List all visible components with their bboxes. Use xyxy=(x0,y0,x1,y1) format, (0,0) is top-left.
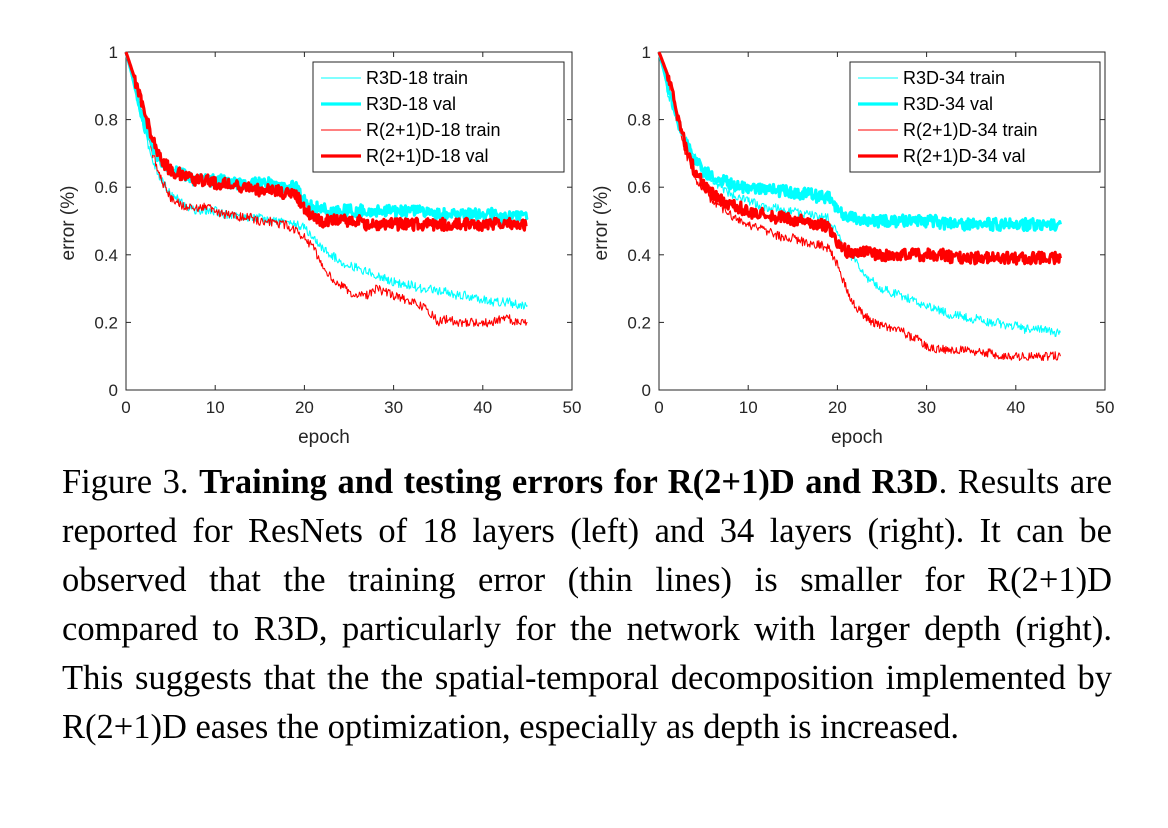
x-tick-label: 0 xyxy=(121,398,130,417)
x-tick-label: 20 xyxy=(295,398,314,417)
series-line-3 xyxy=(657,51,1062,266)
x-axis-label: epoch xyxy=(831,427,883,448)
caption-body: Results are reported for ResNets of 18 l… xyxy=(62,463,1113,746)
legend-entry-label: R3D-18 train xyxy=(366,68,468,88)
y-tick-label: 1 xyxy=(642,43,651,62)
x-tick-label: 0 xyxy=(654,398,663,417)
y-tick-label: 0.2 xyxy=(627,313,651,332)
series-line-0 xyxy=(658,51,1061,338)
y-tick-label: 0.4 xyxy=(94,246,118,265)
x-axis-label: epoch xyxy=(298,427,350,448)
caption-label: Figure 3. xyxy=(62,463,200,501)
plot-frame xyxy=(658,51,1106,391)
legend: R3D-34 train R3D-34 val R(2+1)D-34 train R(… xyxy=(849,61,1101,173)
x-tick-label: 50 xyxy=(563,398,582,417)
caption-period: . xyxy=(938,463,948,501)
x-tick-label: 30 xyxy=(917,398,936,417)
x-tick-label: 40 xyxy=(473,398,492,417)
legend-entry-label: R3D-34 train xyxy=(903,68,1005,88)
series-line-2 xyxy=(125,51,528,328)
y-tick-label: 0.8 xyxy=(627,111,651,130)
legend-box xyxy=(312,61,565,173)
y-tick-label: 0.2 xyxy=(94,313,118,332)
legend-entry-label: R(2+1)D-18 train xyxy=(366,120,501,140)
x-tick-label: 10 xyxy=(739,398,758,417)
y-tick-label: 0 xyxy=(642,381,651,400)
y-axis-label: error (%) xyxy=(591,186,612,261)
legend-entry-label: R(2+1)D-18 val xyxy=(366,146,489,166)
y-tick-label: 1 xyxy=(109,43,118,62)
legend: R3D-18 train R3D-18 val R(2+1)D-18 train R(… xyxy=(312,61,565,173)
chart-panel-1: 0 10 20 30 40 50 0 0.2 0.4 0.6 0.8 1 epoch error (%) R… xyxy=(58,43,581,448)
legend-entry-label: R3D-34 val xyxy=(903,94,993,114)
y-tick-label: 0.6 xyxy=(94,178,118,197)
x-tick-label: 20 xyxy=(828,398,847,417)
legend-entry-label: R3D-18 val xyxy=(366,94,456,114)
y-tick-label: 0 xyxy=(109,381,118,400)
legend-entry-label: R(2+1)D-34 val xyxy=(903,146,1026,166)
series-line-1 xyxy=(657,51,1062,232)
y-tick-label: 0.6 xyxy=(627,178,651,197)
y-tick-label: 0.4 xyxy=(627,246,651,265)
legend-entry-label: R(2+1)D-34 train xyxy=(903,120,1038,140)
y-axis-label: error (%) xyxy=(58,186,79,261)
caption-bold-title: Training and testing errors for R(2+1)D … xyxy=(199,463,939,501)
plot-frame xyxy=(125,51,573,391)
x-tick-label: 40 xyxy=(1006,398,1025,417)
x-tick-label: 10 xyxy=(206,398,225,417)
series-line-0 xyxy=(125,51,528,310)
y-tick-label: 0.8 xyxy=(94,111,118,130)
figure-caption: Figure 3. Training and testing errors fo… xyxy=(62,458,1112,752)
x-tick-label: 30 xyxy=(384,398,403,417)
x-tick-label: 50 xyxy=(1096,398,1115,417)
chart-panel-2: 0 10 20 30 40 50 0 0.2 0.4 0.6 0.8 1 epoch error (%) R… xyxy=(591,43,1114,448)
legend-box xyxy=(849,61,1101,173)
series-line-2 xyxy=(658,51,1061,362)
series-line-3 xyxy=(124,51,529,232)
